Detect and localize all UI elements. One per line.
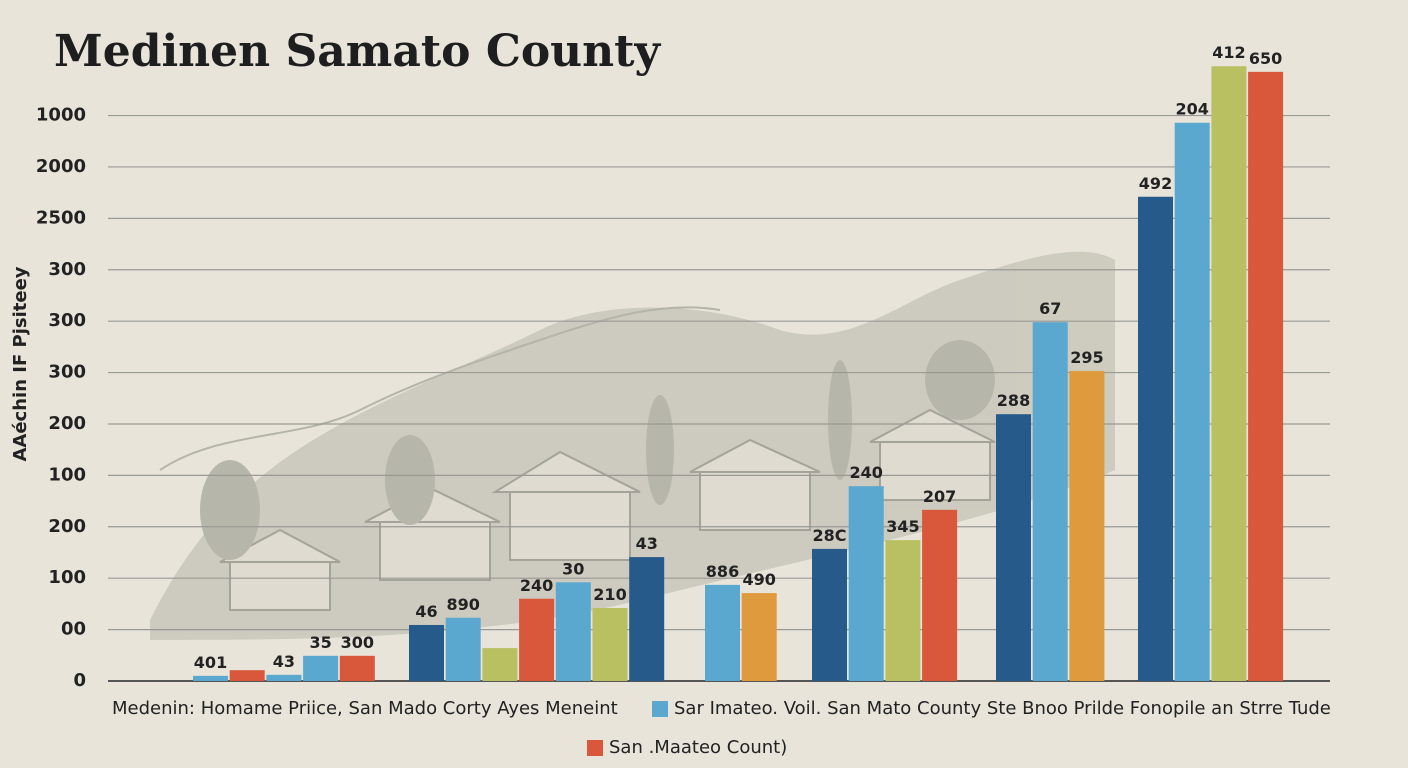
value-label: 30 (562, 559, 584, 578)
bar (705, 584, 740, 681)
legend-intro: Medenin: Homame Priice, San Mado Corty A… (112, 698, 618, 719)
value-label: 890 (446, 595, 479, 614)
bar (1174, 122, 1210, 682)
bar (482, 648, 518, 681)
value-label: 401 (194, 653, 227, 672)
bar (1211, 66, 1247, 681)
y-tick-label: 200 (48, 516, 86, 537)
bar (409, 624, 444, 681)
bar (229, 670, 265, 681)
bar (885, 540, 921, 681)
legend-swatch (652, 701, 668, 717)
legend-swatch (587, 740, 603, 756)
bar (812, 548, 847, 681)
bar (193, 675, 228, 681)
chart-title: Medinen Samato County (54, 26, 661, 77)
legend: Medenin: Homame Priice, San Mado Corty A… (112, 698, 1331, 758)
value-label: 207 (923, 487, 956, 506)
bar (445, 617, 481, 681)
value-label: 46 (415, 602, 437, 621)
value-label: 43 (636, 534, 658, 553)
value-label: 28C (812, 526, 846, 545)
bars: 401 43 35 300 46 890 240 30 210 43 886 490 28C 240 345… (193, 43, 1284, 682)
bar (339, 655, 375, 681)
value-label: 67 (1039, 299, 1061, 318)
bar (1138, 196, 1173, 681)
bar (1069, 371, 1105, 681)
bar (303, 655, 339, 681)
value-label: 43 (273, 652, 295, 671)
value-label: 412 (1212, 43, 1245, 62)
y-tick-label: 0 (73, 670, 86, 691)
legend-label: San .Maateo Count) (609, 737, 787, 758)
bar (1248, 71, 1284, 681)
legend-label: Sar Imateo. Voil. San Mato County Ste Bn… (674, 698, 1331, 719)
value-label: 886 (706, 562, 739, 581)
bar (741, 593, 777, 681)
y-tick-label: 100 (48, 464, 86, 485)
bar (629, 557, 665, 681)
bar (848, 486, 884, 681)
value-label: 650 (1249, 49, 1282, 68)
y-tick-label: 2000 (36, 156, 86, 177)
value-label: 492 (1139, 174, 1172, 193)
bar (922, 509, 958, 681)
value-label: 204 (1175, 100, 1208, 119)
y-tick-label: 00 (61, 619, 86, 640)
value-label: 345 (886, 517, 919, 536)
y-tick-label: 2500 (36, 207, 86, 228)
value-label: 35 (309, 633, 331, 652)
bar (1032, 322, 1068, 681)
y-tick-label: 300 (48, 259, 86, 280)
bar (555, 582, 591, 681)
value-label: 288 (997, 391, 1030, 410)
bar (592, 608, 628, 681)
bar (266, 674, 302, 681)
bar (996, 414, 1031, 681)
value-label: 300 (341, 633, 374, 652)
value-label: 240 (520, 576, 553, 595)
y-tick-label: 200 (48, 413, 86, 434)
value-label: 295 (1070, 348, 1103, 367)
value-label: 490 (742, 570, 775, 589)
bar (519, 598, 555, 681)
value-label: 240 (849, 463, 882, 482)
y-tick-label: 100 (48, 567, 86, 588)
y-tick-label: 1000 (36, 105, 86, 126)
y-tick-label: 300 (48, 362, 86, 383)
value-label: 210 (593, 585, 626, 604)
y-axis-label: AAéchin IF Pjsiteey (10, 266, 31, 461)
y-tick-label: 300 (48, 310, 86, 331)
